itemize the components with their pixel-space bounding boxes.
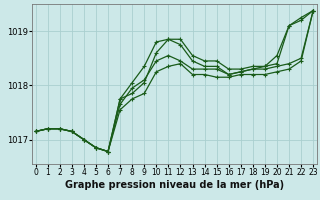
X-axis label: Graphe pression niveau de la mer (hPa): Graphe pression niveau de la mer (hPa) (65, 180, 284, 190)
